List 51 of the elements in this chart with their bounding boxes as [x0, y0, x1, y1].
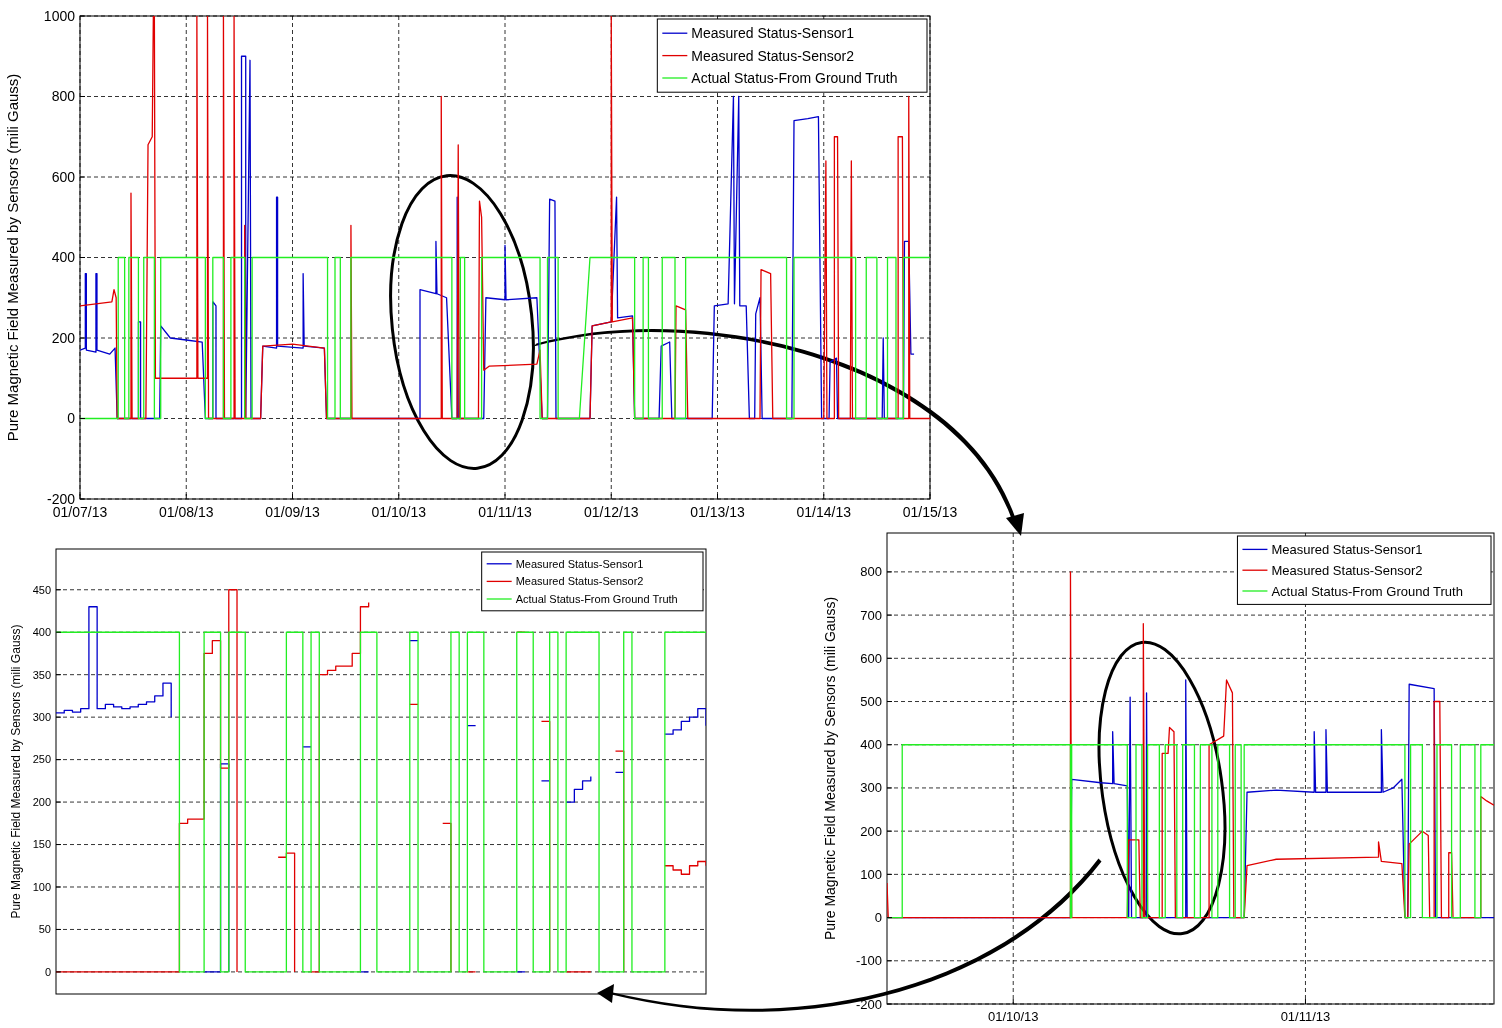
y-tick-label: 800 [51, 88, 76, 105]
y-tick-label: -200 [855, 996, 882, 1012]
legend-label: Measured Status-Sensor1 [1271, 541, 1423, 557]
y-tick-label: 100 [860, 866, 882, 882]
y-tick-label: 200 [32, 795, 51, 808]
y-tick-label: 450 [32, 583, 51, 596]
x-tick-label: 01/15/13 [902, 504, 958, 520]
y-tick-label: 300 [860, 780, 882, 796]
y-tick-label: 700 [860, 607, 882, 623]
x-tick-label: 01/07/13 [52, 504, 108, 520]
y-axis-title: Pure Magnetic Field Measured by Sensors (mili Gauss) [822, 596, 838, 941]
y-tick-label: 400 [860, 737, 882, 753]
legend-label: Measured Status-Sensor1 [515, 557, 644, 570]
y-axis-title: Pure Magnetic Field Measured by Sensors (mili Gauss) [4, 73, 21, 442]
y-tick-label: 150 [32, 838, 51, 851]
legend-label: Actual Status-From Ground Truth [515, 592, 678, 605]
y-tick-label: 50 [38, 923, 51, 936]
legend-label: Measured Status-Sensor1 [691, 25, 855, 42]
y-tick-label: 200 [860, 823, 882, 839]
x-tick-label: 01/13/13 [690, 504, 745, 520]
y-tick-label: 0 [874, 910, 882, 926]
x-tick-label: 01/12/13 [584, 504, 639, 520]
y-tick-label: 0 [44, 965, 51, 978]
y-tick-label: 600 [860, 650, 882, 666]
y-tick-label: 350 [32, 668, 51, 681]
legend-label: Measured Status-Sensor2 [1271, 562, 1423, 578]
x-tick-label: 01/09/13 [265, 504, 320, 520]
x-tick-label: 01/08/13 [159, 504, 214, 520]
y-tick-label: 250 [32, 753, 51, 766]
legend-label: Measured Status-Sensor2 [515, 575, 644, 588]
y-tick-label: 200 [51, 329, 76, 346]
y-tick-label: 100 [32, 880, 51, 893]
y-tick-label: 400 [32, 626, 51, 639]
x-tick-label: 01/14/13 [796, 504, 852, 520]
x-tick-label: 01/11/13 [1280, 1009, 1331, 1024]
y-tick-label: 800 [860, 564, 882, 580]
legend-label: Actual Status-From Ground Truth [691, 69, 898, 86]
y-tick-label: 1000 [43, 7, 76, 24]
x-tick-label: 01/11/13 [478, 504, 532, 520]
y-tick-label: 400 [51, 249, 76, 266]
legend-label: Actual Status-From Ground Truth [1271, 583, 1463, 599]
y-tick-label: -100 [855, 953, 882, 969]
y-tick-label: 600 [51, 168, 76, 185]
y-tick-label: 0 [67, 410, 76, 427]
y-tick-label: -200 [46, 490, 76, 507]
x-tick-label: 01/10/13 [371, 504, 427, 520]
y-axis-title: Pure Magnetic Field Measured by Sensors (mili Gauss) [9, 624, 23, 919]
legend-label: Measured Status-Sensor2 [691, 47, 855, 64]
y-tick-label: 300 [32, 711, 51, 723]
x-tick-label: 01/10/13 [987, 1009, 1039, 1024]
y-tick-label: 500 [860, 694, 882, 710]
